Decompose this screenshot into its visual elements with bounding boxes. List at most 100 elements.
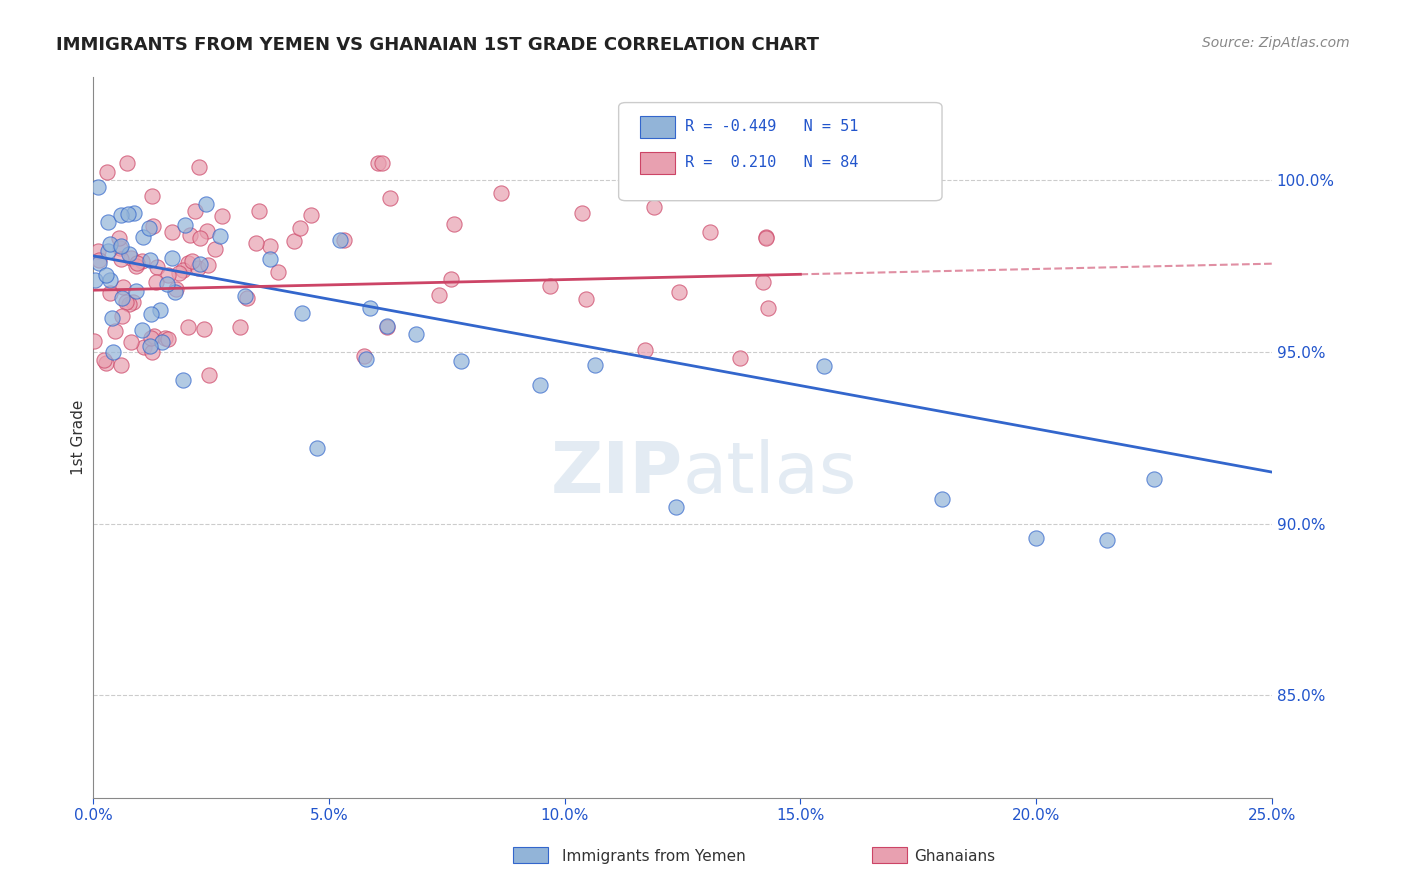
Point — [752, 275, 775, 289]
Point — [173, 218, 195, 232]
Point — [197, 258, 219, 272]
Point — [98, 236, 121, 251]
Point — [104, 324, 127, 338]
Point — [377, 319, 399, 334]
Point — [1143, 472, 1166, 486]
Point — [160, 251, 183, 265]
Point — [110, 239, 132, 253]
Point — [755, 230, 778, 244]
Point — [111, 280, 134, 294]
Point — [117, 207, 139, 221]
Point — [529, 378, 551, 392]
Text: IMMIGRANTS FROM YEMEN VS GHANAIAN 1ST GRADE CORRELATION CHART: IMMIGRANTS FROM YEMEN VS GHANAIAN 1ST GR… — [56, 36, 820, 54]
Point — [122, 295, 145, 310]
Point — [139, 339, 162, 353]
Point — [108, 241, 131, 255]
Point — [229, 320, 252, 334]
Point — [118, 297, 141, 311]
Point — [89, 252, 111, 267]
Point — [728, 351, 751, 366]
Point — [131, 323, 153, 337]
Point — [156, 268, 179, 283]
Point — [367, 156, 389, 170]
Text: atlas: atlas — [682, 439, 856, 508]
Point — [634, 343, 657, 357]
Point — [96, 356, 118, 370]
Point — [132, 340, 155, 354]
Point — [583, 358, 606, 372]
Point — [86, 244, 108, 259]
Point — [172, 373, 194, 387]
Point — [131, 254, 153, 268]
Point — [100, 273, 122, 287]
Text: Source: ZipAtlas.com: Source: ZipAtlas.com — [1202, 36, 1350, 50]
Point — [98, 286, 121, 301]
Point — [665, 500, 688, 514]
Point — [87, 256, 110, 270]
Point — [267, 265, 290, 279]
Point — [125, 285, 148, 299]
Point — [172, 263, 194, 277]
Point — [110, 208, 132, 222]
Point — [813, 359, 835, 373]
Point — [138, 253, 160, 268]
Point — [165, 282, 187, 296]
Point — [97, 214, 120, 228]
Point — [84, 273, 107, 287]
Point — [193, 321, 215, 335]
Point — [177, 320, 200, 334]
Point — [162, 225, 184, 239]
Point — [101, 310, 124, 325]
Point — [371, 156, 394, 170]
Point — [329, 233, 352, 247]
Point — [141, 345, 163, 359]
Point — [83, 334, 105, 348]
Point — [1025, 531, 1047, 545]
Point — [233, 289, 256, 303]
Point — [299, 208, 322, 222]
Point — [108, 230, 131, 244]
Point — [717, 156, 740, 170]
Point — [235, 292, 257, 306]
Point — [111, 291, 134, 305]
Point — [97, 244, 120, 258]
Text: R = -0.449   N = 51: R = -0.449 N = 51 — [685, 120, 858, 134]
Point — [575, 293, 598, 307]
Point — [139, 307, 162, 321]
Point — [163, 285, 186, 300]
Point — [643, 200, 665, 214]
Point — [380, 191, 402, 205]
Point — [115, 294, 138, 309]
Point — [167, 266, 190, 280]
Point — [291, 306, 314, 320]
Point — [699, 225, 721, 239]
Point — [571, 205, 593, 219]
Point — [195, 224, 218, 238]
Point — [756, 301, 779, 315]
Point — [125, 259, 148, 273]
Y-axis label: 1st Grade: 1st Grade — [72, 401, 86, 475]
Text: Immigrants from Yemen: Immigrants from Yemen — [562, 849, 747, 863]
Point — [131, 230, 153, 244]
Point — [117, 247, 139, 261]
Point — [138, 221, 160, 235]
Point — [120, 251, 142, 265]
Point — [141, 189, 163, 203]
Point — [359, 301, 381, 315]
Point — [93, 353, 115, 368]
Point — [122, 206, 145, 220]
Text: ZIP: ZIP — [550, 439, 682, 508]
Point — [755, 231, 778, 245]
Point — [149, 302, 172, 317]
Point — [111, 309, 134, 323]
Point — [96, 268, 118, 282]
Point — [187, 161, 209, 175]
Point — [110, 358, 132, 372]
Point — [440, 272, 463, 286]
Point — [96, 165, 118, 179]
Point — [115, 156, 138, 170]
Point — [538, 279, 561, 293]
Point — [183, 204, 205, 219]
Point — [668, 285, 690, 299]
Point — [110, 252, 132, 266]
